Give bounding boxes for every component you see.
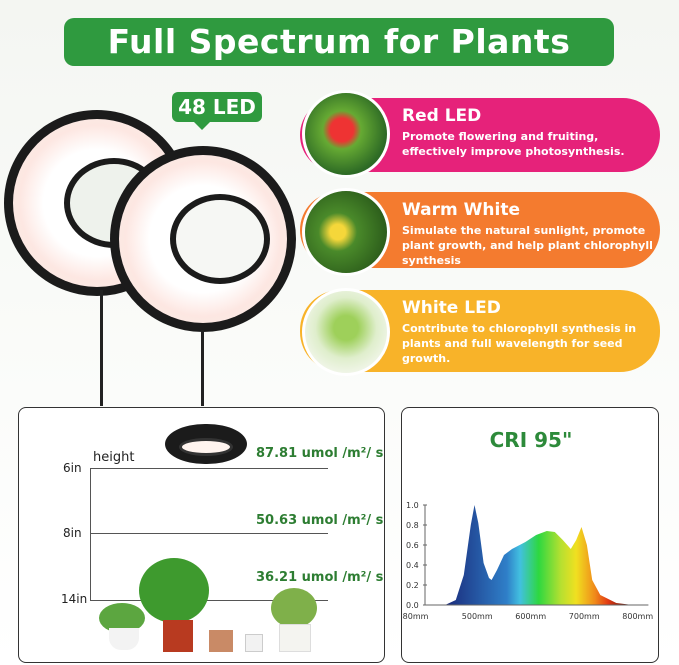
height-axis-label: height xyxy=(93,450,135,465)
height-label: 8in xyxy=(63,526,82,540)
plants-image xyxy=(99,558,339,658)
x-tick-label: 380mm xyxy=(401,612,429,621)
height-panel: height 6in 87.81 umol /m²/ s 8in 50.63 u… xyxy=(18,407,385,663)
seedling-image xyxy=(302,288,390,376)
feature-title: Warm White xyxy=(402,200,520,220)
x-tick-label: 500mm xyxy=(462,612,493,621)
height-label: 14in xyxy=(61,592,88,606)
y-tick-label: 0.2 xyxy=(406,581,419,590)
feature-title: Red LED xyxy=(402,106,482,126)
y-tick-label: 1.0 xyxy=(406,501,419,510)
led-count-badge: 48 LED xyxy=(172,92,262,130)
spectrum-chart: 0.0 0.2 0.4 0.6 0.8 1.0 380mm 500mm 600mm 700mm 80… xyxy=(401,501,653,621)
feature-title: White LED xyxy=(402,298,501,318)
stand-pole xyxy=(100,290,103,406)
stand-pole xyxy=(201,330,204,406)
y-tick-label: 0.6 xyxy=(406,541,419,550)
ring-light-front xyxy=(110,146,296,332)
ring-light-icon xyxy=(165,424,247,464)
y-tick-label: 0.4 xyxy=(406,561,419,570)
ppfd-value: 87.81 umol /m²/ s xyxy=(256,446,384,461)
x-tick-label: 700mm xyxy=(569,612,600,621)
height-label: 6in xyxy=(63,461,82,475)
height-axis xyxy=(90,468,91,600)
y-tick-label: 0.8 xyxy=(406,521,419,530)
feature-text: Contribute to chlorophyll synthesis in p… xyxy=(402,322,637,365)
x-tick-label: 800mm xyxy=(622,612,653,621)
ppfd-value: 36.21 umol /m²/ s xyxy=(256,570,384,585)
feature-text: Promote flowering and fruiting, effectiv… xyxy=(402,130,625,158)
spectrum-area xyxy=(445,505,633,605)
feature-text: Simulate the natural sunlight, promote p… xyxy=(402,224,653,267)
title-banner: Full Spectrum for Plants xyxy=(64,18,614,66)
cri-title: CRI 95" xyxy=(489,428,573,452)
ppfd-value: 50.63 umol /m²/ s xyxy=(256,513,384,528)
flower-image xyxy=(302,188,390,276)
spectrum-panel: CRI 95" xyxy=(401,407,659,663)
y-tick-label: 0.0 xyxy=(406,601,419,610)
x-tick-label: 600mm xyxy=(515,612,546,621)
tomato-image xyxy=(302,90,390,178)
